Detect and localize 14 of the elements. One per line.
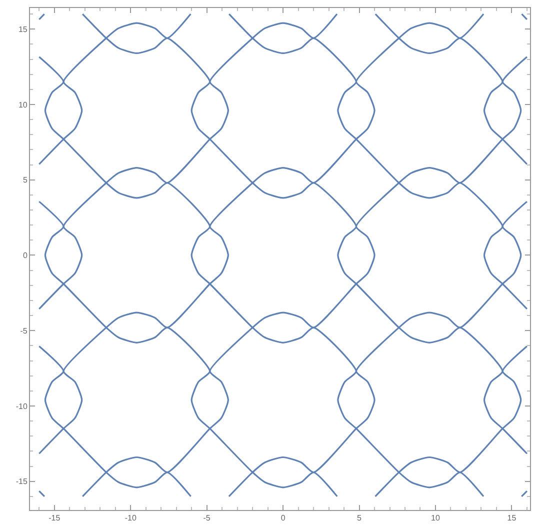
y-tick-label: 0 [22, 251, 28, 260]
y-tick-label: 5 [22, 176, 28, 185]
x-tick-label: -10 [124, 514, 137, 523]
x-tick-label: 0 [280, 514, 286, 523]
y-tick-label: 15 [18, 24, 28, 34]
y-tick-label: -5 [20, 326, 28, 336]
x-tick-label: -5 [203, 514, 211, 523]
y-tick-label: -15 [16, 477, 28, 486]
x-tick-label: 10 [431, 514, 440, 523]
y-tick-label: 10 [18, 100, 28, 110]
x-tick-label: 5 [357, 514, 362, 523]
x-tick-label: 15 [507, 514, 517, 523]
y-tick-label: -10 [16, 402, 28, 411]
x-tick-label: -15 [48, 514, 61, 523]
